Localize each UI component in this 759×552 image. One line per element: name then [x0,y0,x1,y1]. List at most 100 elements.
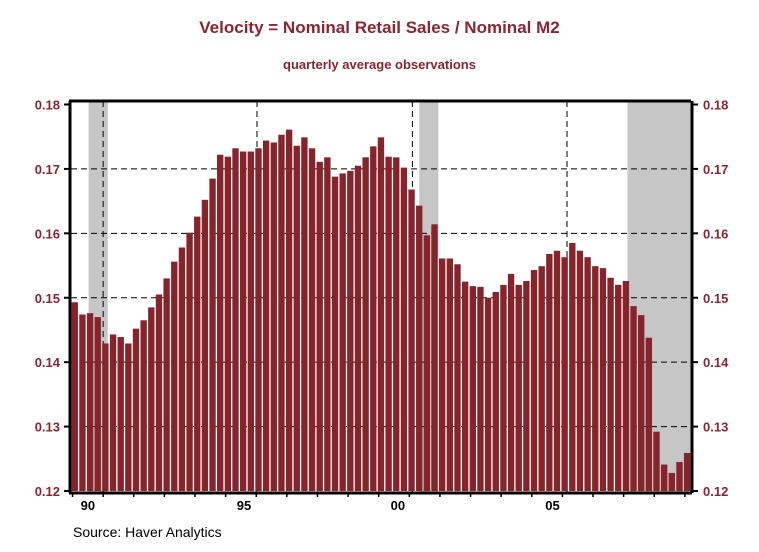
bar [393,157,400,492]
bar [339,173,346,491]
y-tick-label-right: 0.16 [703,226,728,241]
bar [239,151,247,491]
chart-subtitle: quarterly average observations [283,57,476,72]
bar [385,156,392,492]
x-tick-label: 95 [237,498,251,513]
bar [171,261,178,491]
bar [454,264,461,491]
bar [163,278,170,491]
bar [592,266,599,491]
bar [400,167,408,491]
bar [439,258,446,491]
y-tick-label-left: 0.18 [35,98,60,113]
bar [553,250,561,491]
bar [262,140,270,491]
chart-title: Velocity = Nominal Retail Sales / Nomina… [199,18,560,37]
bar [347,170,354,491]
bar [86,313,94,491]
bar [148,307,155,491]
bar [377,137,385,492]
y-tick-label-left: 0.13 [35,420,60,435]
bar [232,148,239,491]
bar [561,257,568,491]
bar [140,320,147,491]
y-tick-label-right: 0.18 [703,98,728,113]
bar [224,156,232,492]
x-tick-label: 05 [545,498,559,513]
bar [186,232,193,492]
bar [278,134,285,492]
bar [194,216,201,491]
bar [530,270,538,491]
bar [71,302,78,491]
y-tick-label-right: 0.14 [703,355,729,370]
bar [354,165,362,491]
bar [293,145,300,491]
bar [117,337,124,491]
bar [331,176,339,491]
bar [423,235,431,491]
bar [270,142,277,491]
bar [155,294,163,491]
bar [301,137,308,492]
bar [247,151,255,491]
bar [683,452,691,491]
bar [316,161,323,492]
bar [676,462,683,491]
bar [362,157,369,492]
y-tick-label-left: 0.17 [35,162,60,177]
bar [569,242,576,491]
bar [477,286,484,491]
bar [446,258,454,491]
bar [209,178,216,491]
y-tick-label-right: 0.17 [703,162,728,177]
bar [668,472,675,491]
bar [324,157,331,492]
bar [645,337,653,491]
bar [79,314,86,491]
bar [217,154,224,491]
bar [416,205,423,492]
bar [538,266,545,491]
bar [255,148,262,491]
source-note: Source: Haver Analytics [73,524,222,540]
bar [500,284,507,491]
bar [285,129,293,491]
bar [431,224,438,491]
bar [469,286,476,491]
bar [201,199,209,491]
bar [576,250,584,491]
bar [660,464,668,491]
bar [125,343,132,491]
y-tick-label-left: 0.15 [35,291,60,306]
bar [132,328,140,491]
bar [461,281,469,491]
bar [607,277,614,491]
y-tick-label-left: 0.14 [35,355,61,370]
bar [584,257,591,491]
bar [484,297,492,491]
bar [546,253,553,491]
bar [308,148,316,491]
y-tick-label-right: 0.15 [703,291,728,306]
y-tick-label-right: 0.13 [703,420,728,435]
bar [630,306,637,491]
bar [638,315,645,491]
bar [507,273,515,491]
bar [370,146,377,491]
bar [599,268,607,491]
bar [622,281,630,491]
y-tick-label-left: 0.12 [35,484,60,499]
bar [515,284,522,491]
bar [178,247,186,491]
x-tick-label: 00 [391,498,405,513]
bar [109,334,117,491]
bar [615,284,622,491]
bar [102,343,109,491]
bar [94,317,101,491]
bar [408,189,415,491]
x-tick-label: 90 [81,498,95,513]
y-tick-label-left: 0.16 [35,226,60,241]
